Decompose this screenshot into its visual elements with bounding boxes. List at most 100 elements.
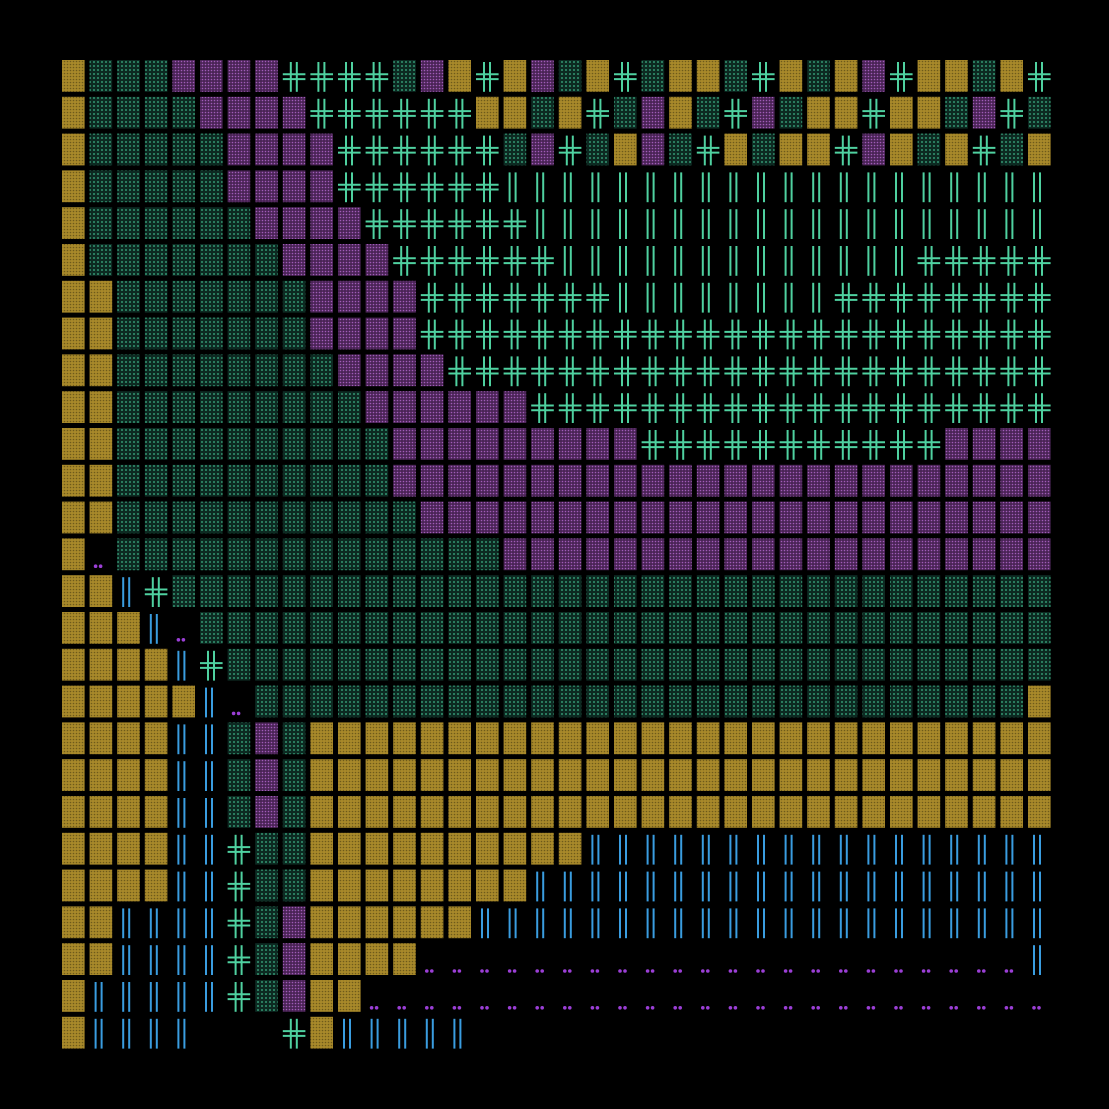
green-cell: [89, 207, 113, 239]
gold-cell: [641, 796, 665, 828]
purple-cell: [862, 464, 885, 497]
gold-cell: [144, 685, 168, 718]
dot-glyph: [452, 969, 457, 973]
gold-cell: [476, 869, 499, 902]
green-cell: [144, 280, 168, 313]
gold-cell: [62, 1016, 85, 1049]
green-cell: [255, 538, 278, 571]
green-cell: [255, 428, 278, 460]
green-cell: [172, 170, 195, 203]
gold-cell: [62, 501, 85, 534]
purple-cell: [945, 464, 968, 497]
green-cell: [945, 96, 968, 129]
dot-glyph: [568, 969, 572, 973]
gold-cell: [62, 796, 85, 828]
green-cell: [779, 685, 803, 718]
green-cell: [310, 391, 333, 423]
green-cell: [724, 685, 747, 718]
green-cell: [255, 685, 278, 718]
green-cell: [972, 648, 996, 681]
green-cell: [586, 612, 609, 644]
purple-cell: [834, 538, 858, 571]
green-cell: [282, 796, 306, 828]
green-cell: [917, 648, 941, 681]
green-cell: [227, 354, 251, 387]
purple-cell: [255, 207, 278, 239]
green-cell: [144, 170, 168, 203]
purple-cell: [1000, 464, 1023, 497]
gold-cell: [669, 60, 692, 92]
dot-glyph: [231, 711, 236, 716]
purple-cell: [972, 538, 996, 571]
purple-cell: [255, 759, 278, 791]
dot-glyph: [563, 969, 567, 973]
gold-cell: [62, 317, 85, 350]
green-cell: [365, 501, 389, 534]
purple-cell: [614, 464, 637, 497]
gold-cell: [62, 722, 85, 755]
green-cell: [448, 575, 471, 607]
green-cell: [200, 538, 223, 571]
green-cell: [200, 317, 223, 350]
green-cell: [200, 133, 223, 166]
dot-glyph: [480, 1006, 484, 1010]
dot-glyph: [590, 969, 595, 973]
green-cell: [227, 464, 251, 497]
gold-cell: [365, 943, 389, 975]
purple-cell: [779, 464, 803, 497]
purple-cell: [420, 60, 444, 92]
gold-cell: [531, 759, 554, 791]
purple-cell: [917, 464, 941, 497]
gold-cell: [1000, 60, 1023, 92]
green-cell: [614, 96, 637, 129]
green-cell: [614, 648, 637, 681]
green-cell: [1000, 612, 1023, 644]
green-cell: [255, 869, 278, 902]
green-cell: [503, 648, 527, 681]
gold-cell: [586, 722, 609, 755]
gold-cell: [945, 759, 968, 791]
green-cell: [200, 464, 223, 497]
gold-cell: [696, 722, 720, 755]
green-cell: [227, 759, 251, 791]
green-cell: [144, 207, 168, 239]
gold-cell: [807, 96, 830, 129]
purple-cell: [1000, 501, 1023, 534]
gold-cell: [393, 943, 416, 975]
dot-glyph: [756, 1006, 760, 1010]
green-cell: [724, 612, 747, 644]
green-cell: [338, 575, 361, 607]
gold-cell: [834, 60, 858, 92]
purple-cell: [393, 280, 416, 313]
purple-cell: [227, 133, 251, 166]
purple-cell: [586, 501, 609, 534]
green-cell: [172, 317, 195, 350]
gold-cell: [724, 759, 747, 791]
purple-cell: [503, 501, 527, 534]
green-cell: [1000, 133, 1023, 166]
green-cell: [282, 391, 306, 423]
green-cell: [393, 501, 416, 534]
gold-cell: [669, 759, 692, 791]
green-cell: [282, 501, 306, 534]
dot-glyph: [457, 1006, 462, 1010]
gold-cell: [448, 796, 471, 828]
gold-cell: [338, 869, 361, 902]
green-cell: [227, 722, 251, 755]
gold-cell: [503, 96, 527, 129]
green-cell: [862, 648, 885, 681]
green-cell: [282, 464, 306, 497]
purple-cell: [696, 538, 720, 571]
gold-cell: [1028, 796, 1051, 828]
green-cell: [420, 648, 444, 681]
purple-cell: [282, 133, 306, 166]
green-cell: [227, 648, 251, 681]
dot-glyph: [894, 969, 898, 973]
gold-cell: [614, 796, 637, 828]
gold-cell: [779, 722, 803, 755]
purple-cell: [641, 501, 665, 534]
purple-cell: [448, 391, 471, 423]
gold-cell: [503, 60, 527, 92]
green-cell: [945, 612, 968, 644]
gold-cell: [310, 796, 333, 828]
